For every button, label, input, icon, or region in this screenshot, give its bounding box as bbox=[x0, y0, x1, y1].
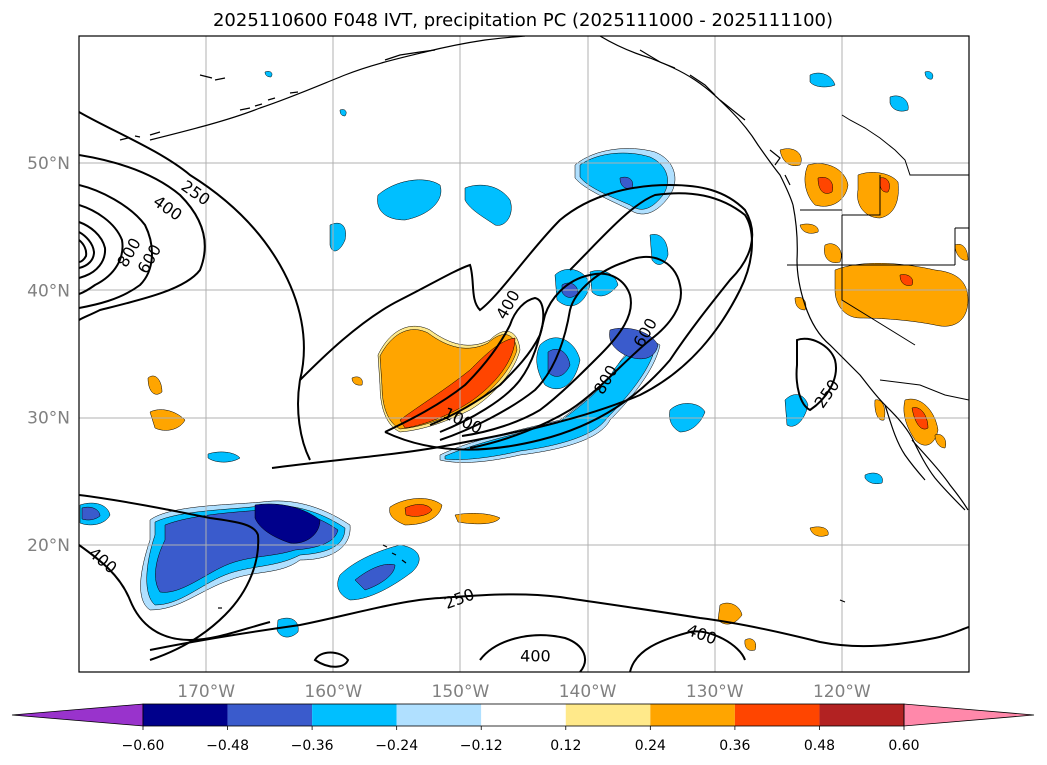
longitude-label: 130°W bbox=[686, 682, 744, 702]
colorbar-frame bbox=[142, 703, 905, 727]
colorbar: −0.60 −0.48 −0.36 −0.24 −0.12 0.12 0.24 0.36 0.4… bbox=[11, 703, 1035, 754]
longitude-label: 140°W bbox=[559, 682, 617, 702]
longitude-label: 120°W bbox=[813, 682, 871, 702]
latitude-label: 20°N bbox=[27, 536, 70, 556]
coastlines bbox=[119, 36, 969, 609]
colorbar-tick-label: 0.48 bbox=[804, 738, 835, 754]
colorbar-segment bbox=[396, 704, 482, 726]
map-frame bbox=[78, 35, 970, 673]
longitude-label: 150°W bbox=[432, 682, 490, 702]
colorbar-tick-label: −0.48 bbox=[206, 738, 249, 754]
figure-title: 2025110600 F048 IVT, precipitation PC (2… bbox=[213, 10, 833, 31]
negative-precip-shading bbox=[79, 71, 934, 638]
colorbar-segment bbox=[143, 704, 228, 726]
colorbar-tick-label: 0.60 bbox=[888, 738, 919, 754]
colorbar-segment bbox=[227, 704, 313, 726]
colorbar-segment bbox=[734, 704, 820, 726]
colorbar-segment bbox=[312, 704, 397, 726]
colorbar-tick-label: −0.36 bbox=[291, 738, 334, 754]
colorbar-tick-label: −0.24 bbox=[375, 738, 418, 754]
colorbar-segment bbox=[819, 704, 904, 726]
colorbar-extend-high bbox=[903, 703, 1035, 727]
colorbar-tick-label: 0.12 bbox=[550, 738, 581, 754]
latitude-label: 30°N bbox=[27, 409, 70, 429]
colorbar-extend-low bbox=[11, 703, 144, 727]
colorbar-tick-label: 0.36 bbox=[719, 738, 750, 754]
colorbar-tick-label: −0.12 bbox=[460, 738, 503, 754]
colorbar-segment bbox=[650, 704, 735, 726]
ivt-contours bbox=[79, 111, 969, 672]
contour-label: 400 bbox=[520, 646, 551, 665]
longitude-label: 160°W bbox=[304, 682, 362, 702]
colorbar-segment bbox=[565, 704, 651, 726]
latitude-labels: 20°N 30°N 40°N 50°N bbox=[27, 154, 70, 556]
latitude-label: 50°N bbox=[27, 154, 70, 174]
colorbar-tick-label: 0.24 bbox=[635, 738, 666, 754]
colorbar-segment bbox=[481, 704, 566, 726]
latitude-label: 40°N bbox=[27, 281, 70, 301]
longitude-label: 170°W bbox=[177, 682, 235, 702]
colorbar-tick-label: −0.60 bbox=[122, 738, 165, 754]
longitude-labels: 170°W 160°W 150°W 140°W 130°W 120°W bbox=[177, 682, 871, 702]
borders bbox=[787, 114, 969, 401]
